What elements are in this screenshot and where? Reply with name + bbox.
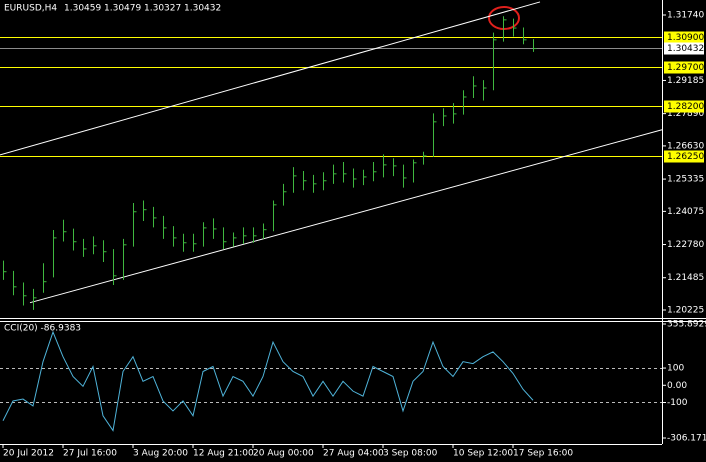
cci-line: [2, 330, 534, 432]
y-tick-label: -306.171: [667, 434, 706, 444]
x-tick-label: 12 Aug 21:00: [193, 449, 254, 459]
y-tick-label: 1.22780: [667, 240, 704, 250]
level-label-box: [664, 31, 704, 44]
x-tick-label: 20 Aug 00:00: [253, 449, 314, 459]
level-label: 1.26250: [667, 152, 704, 162]
trend-line: [29, 129, 663, 304]
x-tick-label: 27 Aug 04:00: [323, 449, 384, 459]
level-label: 1.29700: [667, 63, 704, 73]
y-tick-label: 0.00: [667, 381, 687, 391]
y-tick-label: 1.29185: [667, 76, 704, 86]
trend-line: [0, 1, 541, 156]
quote-high: 1.30479: [104, 4, 141, 14]
indicator-title: CCI(20) -86.9383: [4, 324, 81, 334]
x-tick-label: 17 Sep 16:00: [513, 449, 573, 459]
quote-open: 1.30459: [64, 4, 101, 14]
current-price-box: [664, 42, 704, 55]
y-tick-label: 1.20225: [667, 306, 704, 316]
level-label-box: [664, 100, 704, 113]
y-tick-label: 355.8929: [667, 320, 706, 330]
x-tick-label: 10 Sep 12:00: [453, 449, 513, 459]
y-tick-label: 1.21485: [667, 273, 704, 283]
y-tick-label: 1.24075: [667, 207, 704, 217]
level-label: 1.30900: [667, 33, 704, 43]
current-price-label: 1.30432: [667, 44, 704, 54]
quote-low: 1.30327: [144, 4, 181, 14]
quote-close: 1.30432: [184, 4, 221, 14]
y-tick-label: 100: [667, 364, 684, 374]
y-tick-label: -100: [667, 398, 688, 408]
level-label-box: [664, 150, 704, 163]
x-tick-label: 3 Aug 20:00: [133, 449, 188, 459]
y-tick-label: 1.26630: [667, 141, 704, 151]
y-tick-label: 1.31740: [667, 10, 704, 20]
x-tick-label: 3 Sep 08:00: [383, 449, 438, 459]
symbol: EURUSD,H4: [4, 4, 57, 14]
y-tick-label: 1.25335: [667, 175, 704, 185]
x-tick-label: 27 Jul 16:00: [63, 449, 117, 459]
level-label-box: [664, 61, 704, 74]
y-tick-label: 1.27890: [667, 109, 704, 119]
x-tick-label: 20 Jul 2012: [3, 449, 54, 459]
level-label: 1.28200: [667, 102, 704, 112]
